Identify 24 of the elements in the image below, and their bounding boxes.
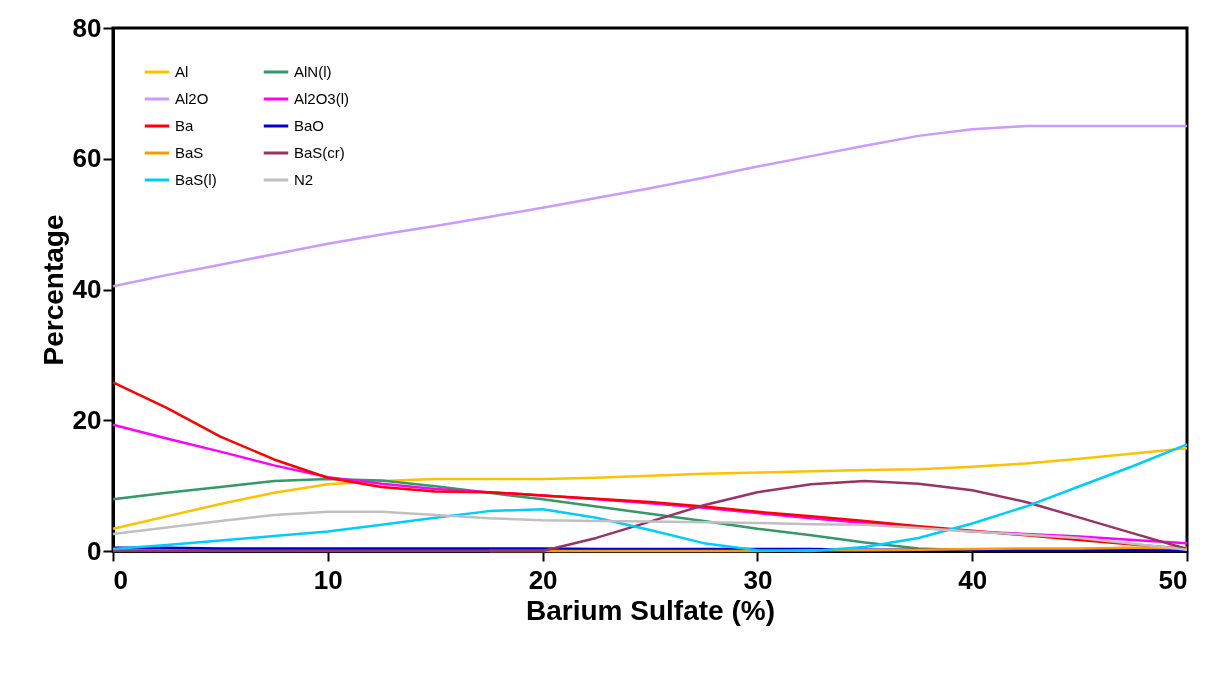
legend-label: N2 bbox=[294, 171, 314, 188]
y-tick-label: 0 bbox=[87, 535, 102, 566]
x-tick-label: 30 bbox=[743, 564, 773, 595]
y-tick-label: 80 bbox=[72, 12, 102, 43]
x-tick-label: 0 bbox=[113, 564, 128, 595]
legend-label: BaS bbox=[175, 144, 204, 161]
x-axis-title: Barium Sulfate (%) bbox=[526, 594, 775, 626]
legend-label: BaO bbox=[294, 117, 325, 134]
y-tick-label: 40 bbox=[72, 274, 102, 304]
x-tick-label: 50 bbox=[1158, 564, 1188, 595]
y-axis-title: Percentage bbox=[37, 214, 69, 366]
legend-label: BaS(cr) bbox=[294, 144, 345, 161]
legend-label: BaS(l) bbox=[175, 171, 217, 188]
y-tick-label: 20 bbox=[72, 404, 102, 435]
line-series bbox=[111, 447, 1189, 531]
legend-label: Al2O3(l) bbox=[294, 90, 350, 107]
y-tick-label: 60 bbox=[72, 143, 102, 174]
legend-label: Al bbox=[175, 63, 189, 80]
legend-label: Ba bbox=[175, 117, 194, 134]
legend-label: Al2O bbox=[175, 90, 209, 107]
x-tick-label: 10 bbox=[313, 564, 343, 595]
x-tick-label: 20 bbox=[528, 564, 558, 595]
legend-label: AlN(l) bbox=[294, 63, 332, 80]
x-tick-label: 40 bbox=[958, 564, 988, 595]
